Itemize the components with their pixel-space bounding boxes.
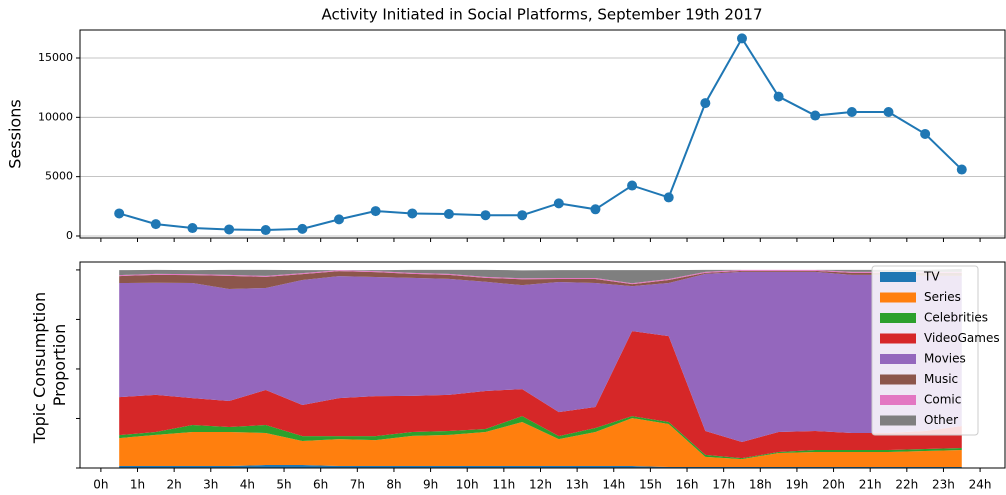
x-tick-label: 9h [423,478,438,492]
legend-label: Celebrities [924,311,988,325]
point [590,204,601,215]
point [297,223,308,234]
point [150,219,161,230]
point [627,180,638,191]
area [119,268,962,284]
y-axis-label-line: Proportion [50,324,69,407]
x-tick-label: 16h [676,478,699,492]
legend-swatch [880,333,916,344]
legend-swatch [880,395,916,405]
point [187,223,198,234]
x-tick-label: 7h [350,478,365,492]
x-tick-label: 5h [276,478,291,492]
plot-frame [79,29,1006,239]
y-axis-label: Sessions [6,99,25,168]
legend-swatch [880,354,916,364]
x-tick-label: 12h [529,478,552,492]
legend-label: Comic [924,393,961,407]
area [119,418,962,468]
area [119,271,962,443]
x-tick-label: 15h [639,478,662,492]
point [846,106,857,117]
legend-swatch [880,272,916,282]
legend-label: VideoGames [924,331,1000,345]
area [119,416,962,460]
legend-swatch [880,313,916,323]
point [883,106,894,117]
point [700,98,711,109]
x-tick-label: 10h [456,478,479,492]
x-tick-label: 6h [313,478,328,492]
point [260,225,271,236]
x-tick-label: 23h [932,478,955,492]
legend-label: Other [924,413,958,427]
x-tick-label: 3h [203,478,218,492]
y-axis-label-line: Topic Consumption [30,292,49,444]
x-tick-label: 11h [492,478,515,492]
y-tick-label: 10000 [38,110,73,123]
x-tick-label: 1h [130,478,145,492]
plot-frame [79,261,1006,469]
legend-swatch [880,374,916,385]
point [810,110,821,121]
point [224,224,235,235]
point [517,210,528,221]
line [118,36,963,232]
point [736,33,747,44]
x-tick-label: 2h [167,478,182,492]
legend-label: TV [923,270,940,284]
x-tick-label: 20h [822,478,845,492]
legend-label: Music [924,372,958,386]
x-tick-label: 17h [712,478,735,492]
legend-label: Movies [924,352,966,366]
x-tick-label: 19h [785,478,808,492]
point [334,214,344,225]
x-tick-label: 22h [895,478,918,492]
point [553,198,564,209]
point [956,164,967,175]
x-tick-label: 14h [602,478,625,492]
legend-box [871,265,979,436]
x-tick-label: 0h [93,478,108,492]
point [773,91,784,102]
area [119,270,962,289]
point [407,208,418,219]
legend-swatch [880,292,916,303]
legend-label: Series [924,290,961,304]
y-tick-label: 5000 [45,170,73,183]
legend-swatch [880,415,916,426]
point [370,206,381,217]
point [443,209,454,220]
x-tick-label: 8h [386,478,401,492]
point [663,192,674,203]
x-tick-label: 4h [240,478,255,492]
y-axis-label: Topic Consumption Proportion [30,287,69,444]
point [480,210,491,221]
x-tick-label: 24h [969,478,992,492]
x-tick-label: 18h [749,478,772,492]
area [119,465,962,468]
y-tick-label: 15000 [38,51,73,64]
chart-title: Activity Initiated in Social Platforms, … [322,6,763,24]
y-tick-label: 0 [66,229,73,242]
area [119,331,962,459]
x-tick-label: 21h [859,478,882,492]
point [114,208,125,219]
x-tick-label: 13h [566,478,589,492]
point [920,128,931,139]
